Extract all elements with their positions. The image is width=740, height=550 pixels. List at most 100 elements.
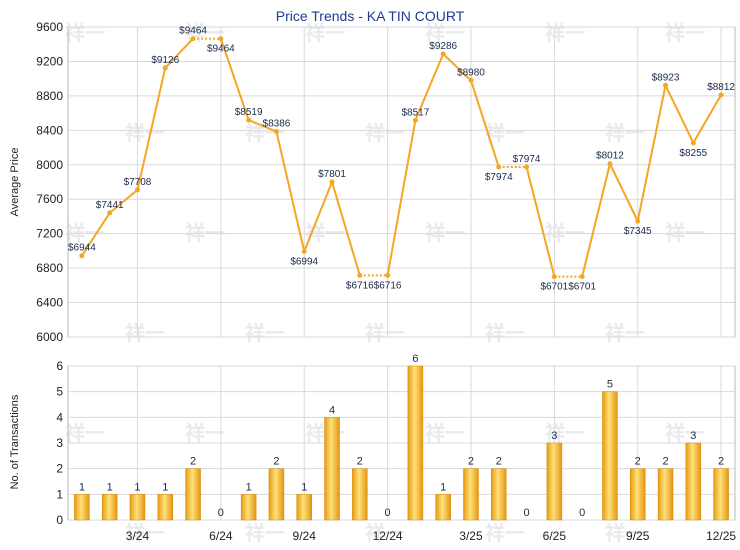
price-point: [690, 140, 696, 146]
watermark: 祥一: [425, 421, 465, 445]
transaction-count-label: 2: [496, 456, 502, 468]
watermark: 祥一: [185, 221, 225, 245]
price-tick-label: 8400: [36, 123, 63, 137]
watermark: 祥一: [485, 321, 525, 345]
price-line-segment: [136, 67, 167, 191]
price-point: [468, 77, 474, 83]
watermark: 祥一: [65, 221, 105, 245]
transactions-tick-label: 3: [56, 436, 63, 450]
transaction-count-label: 0: [385, 507, 391, 519]
transaction-bar: [240, 494, 257, 521]
transaction-bar: [463, 468, 479, 521]
transaction-count-label: 2: [635, 456, 641, 468]
price-line-segment: [331, 181, 361, 276]
price-point: [524, 164, 530, 170]
watermark: 祥一: [665, 221, 705, 245]
watermark: 祥一: [365, 121, 405, 145]
transaction-bar: [296, 494, 312, 521]
price-point: [134, 187, 140, 193]
price-tick-label: 6400: [36, 296, 63, 310]
price-data-label: $9126: [151, 55, 179, 66]
price-line-segment: [386, 120, 417, 276]
x-tick-label: 9/25: [626, 529, 650, 543]
watermark: 祥一: [125, 321, 165, 345]
price-data-label: $7441: [96, 200, 124, 211]
transaction-bar: [657, 468, 674, 521]
x-tick-label: 6/25: [543, 529, 567, 543]
watermark: 祥一: [185, 421, 225, 445]
transactions-tick-label: 0: [56, 513, 63, 527]
watermark: 祥一: [245, 321, 285, 345]
price-point: [273, 129, 279, 135]
price-line-segment: [275, 131, 306, 252]
transaction-bar: [157, 494, 174, 521]
price-data-label: $8012: [596, 151, 624, 162]
transactions-tick-label: 4: [56, 410, 63, 424]
transactions-tick-label: 5: [56, 385, 63, 399]
price-point: [718, 92, 724, 98]
transaction-bar: [685, 442, 702, 521]
transaction-bar: [491, 468, 507, 521]
transactions-tick-label: 2: [56, 462, 63, 476]
price-line-segment: [109, 189, 139, 214]
price-line-segment: [525, 166, 556, 277]
x-tick-label: 12/24: [373, 529, 403, 543]
transaction-count-label: 0: [524, 507, 530, 519]
transaction-bar: [129, 494, 146, 521]
price-line-segment: [581, 163, 611, 277]
price-point: [440, 51, 446, 57]
price-data-label: $7801: [318, 169, 346, 180]
watermark: 祥一: [545, 421, 585, 445]
watermark: 祥一: [245, 521, 285, 545]
watermark: 祥一: [425, 21, 465, 45]
transactions-axis-title: No. of Transactions: [9, 394, 21, 489]
price-data-label: $6701: [540, 282, 568, 293]
watermark: 祥一: [125, 121, 165, 145]
price-data-label: $8255: [679, 148, 707, 159]
transaction-bar: [101, 494, 118, 521]
transaction-count-label: 4: [329, 404, 335, 416]
watermark: 祥一: [65, 421, 105, 445]
watermark: 祥一: [365, 321, 405, 345]
watermark: 祥一: [665, 21, 705, 45]
price-line-segment: [609, 163, 639, 222]
watermark: 祥一: [605, 521, 645, 545]
transaction-count-label: 0: [218, 507, 224, 519]
price-point: [218, 36, 224, 42]
transaction-count-label: 1: [79, 481, 85, 493]
price-data-label: $6701: [568, 282, 596, 293]
watermark: 祥一: [65, 21, 105, 45]
price-data-label: $8517: [401, 107, 429, 118]
transaction-bar: [324, 417, 340, 521]
price-data-label: $6716: [374, 280, 402, 291]
transaction-bar: [435, 494, 451, 521]
price-point: [412, 117, 418, 123]
price-data-label: $8980: [457, 67, 485, 78]
price-data-label: $6994: [290, 256, 318, 267]
price-point: [107, 210, 113, 216]
price-point: [607, 161, 613, 167]
transaction-count-label: 2: [662, 456, 668, 468]
price-line-segment: [664, 84, 695, 144]
transaction-count-label: 3: [690, 430, 696, 442]
x-tick-label: 12/25: [706, 529, 736, 543]
transaction-bar: [546, 442, 563, 521]
watermark: 祥一: [365, 521, 405, 545]
price-axis-title: Average Price: [9, 148, 21, 217]
price-line-segment: [470, 80, 500, 168]
price-tick-label: 7200: [36, 227, 63, 241]
watermark: 祥一: [305, 21, 345, 45]
transaction-count-label: 2: [718, 456, 724, 468]
price-tick-label: 6000: [36, 330, 63, 344]
transaction-count-label: 1: [107, 481, 113, 493]
price-tick-label: 9600: [36, 20, 63, 34]
price-data-label: $7974: [513, 154, 541, 165]
transaction-count-label: 2: [190, 456, 196, 468]
price-line-segment: [248, 119, 277, 133]
transaction-count-label: 6: [412, 353, 418, 365]
transaction-bar: [407, 365, 424, 521]
price-tick-label: 8800: [36, 89, 63, 103]
price-line-segment: [81, 212, 111, 257]
transaction-count-label: 2: [357, 456, 363, 468]
